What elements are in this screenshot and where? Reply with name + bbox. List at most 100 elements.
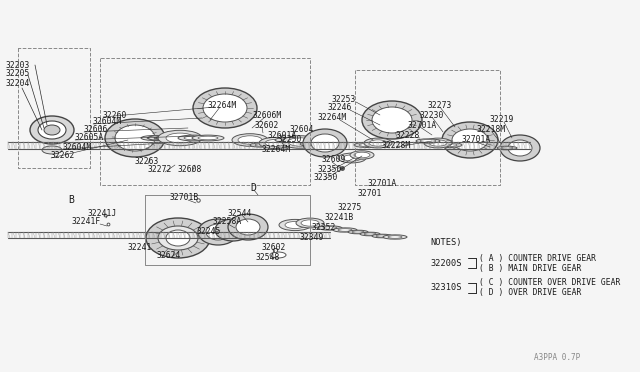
Ellipse shape [198, 219, 238, 245]
Text: ( B ) MAIN DRIVE GEAR: ( B ) MAIN DRIVE GEAR [479, 263, 581, 273]
Ellipse shape [147, 137, 163, 140]
Text: 32263: 32263 [135, 157, 159, 167]
Ellipse shape [162, 137, 178, 140]
Text: 32218M: 32218M [477, 125, 506, 135]
Ellipse shape [30, 116, 74, 144]
Ellipse shape [279, 219, 311, 231]
Ellipse shape [148, 135, 176, 141]
Ellipse shape [362, 101, 422, 139]
Ellipse shape [238, 136, 262, 144]
Ellipse shape [333, 228, 357, 232]
Text: 32260: 32260 [103, 110, 127, 119]
Text: 32548: 32548 [256, 253, 280, 262]
Text: 32241J: 32241J [88, 208, 117, 218]
Text: 32609: 32609 [322, 155, 346, 164]
Ellipse shape [424, 138, 452, 148]
Ellipse shape [318, 226, 342, 230]
Text: 32264M: 32264M [262, 145, 291, 154]
Ellipse shape [350, 151, 374, 159]
Ellipse shape [105, 119, 165, 157]
Text: 32608: 32608 [178, 166, 202, 174]
Ellipse shape [501, 147, 513, 149]
Text: 32219: 32219 [490, 115, 515, 125]
Ellipse shape [265, 140, 285, 147]
Text: 32272: 32272 [148, 166, 172, 174]
Ellipse shape [300, 141, 328, 147]
Text: 32601A: 32601A [268, 131, 297, 140]
Text: 32350: 32350 [318, 166, 342, 174]
Ellipse shape [44, 125, 60, 135]
Text: A3PPA 0.7P: A3PPA 0.7P [534, 353, 580, 362]
Text: 32204: 32204 [6, 78, 30, 87]
Ellipse shape [338, 229, 352, 231]
Ellipse shape [442, 122, 498, 158]
Text: 32203: 32203 [6, 61, 30, 70]
Ellipse shape [303, 129, 347, 157]
Text: 32228M: 32228M [382, 141, 412, 150]
Text: 32230: 32230 [420, 110, 444, 119]
Text: 32273: 32273 [428, 100, 452, 109]
Ellipse shape [285, 221, 305, 228]
Text: 32606: 32606 [84, 125, 108, 135]
Ellipse shape [348, 230, 368, 234]
Text: 32264M: 32264M [318, 113, 348, 122]
Ellipse shape [259, 137, 291, 148]
Ellipse shape [250, 143, 274, 147]
Text: 32604: 32604 [290, 125, 314, 135]
Ellipse shape [141, 135, 169, 141]
Text: 32310S: 32310S [430, 283, 461, 292]
Ellipse shape [146, 218, 210, 258]
Ellipse shape [288, 138, 312, 146]
Ellipse shape [270, 252, 286, 258]
Ellipse shape [282, 136, 318, 148]
Ellipse shape [323, 227, 337, 229]
Ellipse shape [354, 152, 370, 158]
Text: B: B [68, 195, 74, 205]
Ellipse shape [311, 134, 339, 152]
Text: 32606M: 32606M [253, 110, 282, 119]
Text: 32701A: 32701A [408, 121, 437, 129]
Text: ( D ) OVER DRIVE GEAR: ( D ) OVER DRIVE GEAR [479, 289, 581, 298]
Text: 32602: 32602 [255, 121, 280, 129]
Ellipse shape [429, 140, 447, 146]
Text: 32701A: 32701A [368, 179, 397, 187]
Text: 32241: 32241 [128, 244, 152, 253]
Text: 32349: 32349 [300, 234, 324, 243]
Text: 32701A: 32701A [462, 135, 492, 144]
Ellipse shape [500, 135, 540, 161]
Text: 32250: 32250 [278, 135, 302, 144]
Ellipse shape [354, 142, 382, 148]
Ellipse shape [206, 224, 230, 240]
Ellipse shape [388, 236, 402, 238]
Text: 32264M: 32264M [208, 100, 237, 109]
Text: 32253: 32253 [332, 96, 356, 105]
Ellipse shape [42, 146, 62, 154]
Ellipse shape [156, 135, 184, 141]
Text: 32275: 32275 [338, 202, 362, 212]
Ellipse shape [497, 146, 517, 150]
Text: NOTES): NOTES) [430, 238, 461, 247]
Ellipse shape [352, 231, 364, 233]
Ellipse shape [420, 140, 436, 142]
Ellipse shape [255, 144, 269, 146]
Ellipse shape [416, 139, 440, 143]
Ellipse shape [364, 138, 392, 148]
Ellipse shape [158, 226, 198, 250]
Ellipse shape [439, 143, 457, 147]
Ellipse shape [359, 143, 377, 147]
Text: 32701B: 32701B [170, 193, 199, 202]
Ellipse shape [228, 214, 268, 240]
Ellipse shape [275, 138, 303, 142]
Ellipse shape [158, 130, 202, 146]
Ellipse shape [372, 107, 412, 133]
Text: 32200S: 32200S [430, 259, 461, 267]
Ellipse shape [376, 235, 388, 237]
Ellipse shape [301, 220, 319, 226]
Text: 32701: 32701 [358, 189, 382, 198]
Text: 32246: 32246 [328, 103, 353, 112]
Ellipse shape [184, 136, 204, 140]
Ellipse shape [198, 136, 218, 140]
Ellipse shape [166, 230, 190, 246]
Ellipse shape [193, 88, 257, 128]
Ellipse shape [166, 133, 194, 143]
